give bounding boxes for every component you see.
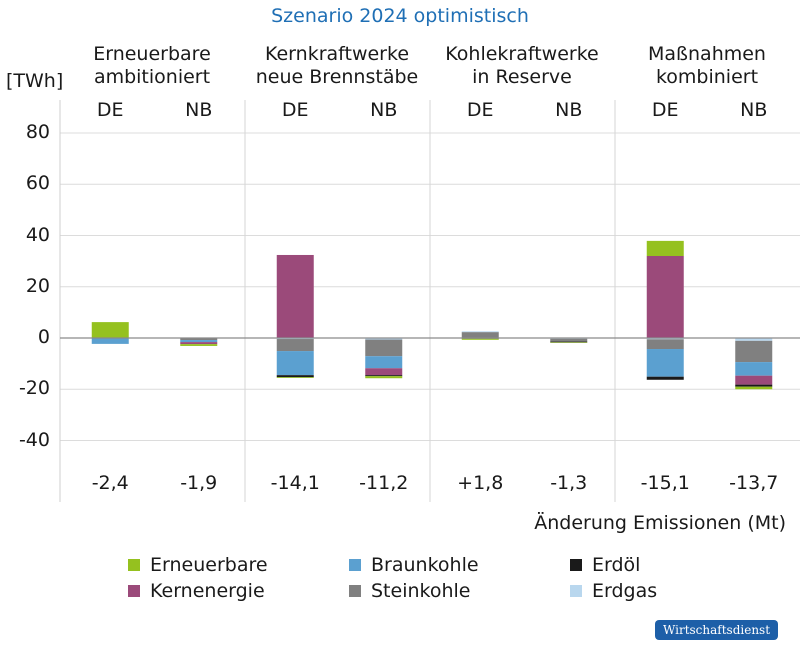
category-label: DE	[466, 99, 494, 121]
legend-item: Kernenergie	[128, 580, 265, 602]
legend-label: Erdgas	[592, 580, 658, 602]
bar-segment-braunkohle	[91, 338, 129, 344]
emission-value: -15,1	[640, 472, 690, 494]
emission-value: -11,2	[359, 472, 409, 494]
bar-segment-erneuerbare	[461, 338, 499, 340]
category-label: DE	[96, 99, 124, 121]
group-title-line: kombiniert	[655, 66, 759, 88]
y-axis-label: [TWh]	[6, 70, 64, 92]
category-label: NB	[370, 99, 398, 121]
legend-swatch	[570, 585, 582, 597]
category-label: NB	[740, 99, 768, 121]
bar-segment-kernenergie	[735, 375, 773, 385]
bar-segment-erneuerbare	[276, 377, 314, 378]
bar-segment-steinkohle	[365, 339, 403, 357]
bar-segment-braunkohle	[180, 340, 218, 343]
bar-segment-steinkohle	[646, 339, 684, 350]
legend-swatch	[128, 559, 140, 571]
group-title: Erneuerbare ambitioniert	[60, 43, 244, 89]
bar-segment-steinkohle	[461, 332, 499, 338]
y-tick-label: 40	[25, 223, 50, 246]
bar-segment-steinkohle	[550, 338, 588, 342]
bar-segment-erdöl	[646, 376, 684, 380]
emission-value: +1,8	[457, 472, 504, 494]
bar-segment-braunkohle	[276, 351, 314, 376]
y-tick-label: 20	[25, 274, 50, 297]
bar-segment-braunkohle	[365, 356, 403, 369]
legend-item: Erdgas	[570, 580, 657, 602]
bar-segment-steinkohle	[276, 339, 314, 352]
category-label: DE	[281, 99, 309, 121]
bar-segment-braunkohle	[646, 349, 684, 377]
bar-segment-steinkohle	[735, 340, 773, 363]
bar-segment-erdöl	[276, 375, 314, 378]
group-title: Kohlekraftwerke in Reserve	[430, 43, 614, 89]
legend-swatch	[349, 559, 361, 571]
bar-segment-erdöl	[365, 375, 403, 377]
y-tick-label: -40	[18, 428, 50, 451]
legend-swatch	[349, 585, 361, 597]
emission-value: -2,4	[91, 472, 129, 494]
category-label: NB	[185, 99, 213, 121]
bar-segment-braunkohle	[735, 362, 773, 376]
bar-segment-erdgas	[365, 338, 403, 340]
emissions-axis-label: Änderung Emissionen (Mt)	[534, 512, 786, 534]
group-title-line: ambitioniert	[93, 66, 211, 88]
bar-segment-erneuerbare	[91, 322, 129, 338]
bar-segment-erdgas	[735, 338, 773, 341]
bar-segment-kernenergie	[365, 368, 403, 376]
group-title-line: Erneuerbare	[93, 43, 211, 65]
group-title-line: Kernkraftwerke	[264, 43, 410, 65]
chart-title: Szenario 2024 optimistisch	[271, 5, 529, 27]
legend-item: Steinkohle	[349, 580, 470, 602]
emission-value: -13,7	[729, 472, 779, 494]
y-tick-label: 80	[25, 121, 50, 143]
bar-segment-erneuerbare	[365, 376, 403, 379]
y-tick-label: 60	[25, 172, 50, 195]
group-title-line: neue Brennstäbe	[255, 66, 419, 88]
bar-segment-kernenergie	[180, 342, 218, 345]
bar-segment-erneuerbare	[646, 240, 684, 256]
bar-segment-erneuerbare	[735, 386, 773, 390]
legend-label: Braunkohle	[371, 554, 479, 576]
y-tick-label: 0	[37, 326, 50, 348]
group-title: Maßnahmen kombiniert	[615, 43, 799, 89]
legend-label: Erdöl	[592, 554, 641, 576]
bar-segment-kernenergie	[646, 256, 684, 338]
category-label: NB	[555, 99, 583, 121]
y-tick-label: -20	[18, 377, 50, 400]
legend-label: Steinkohle	[371, 580, 471, 602]
bar-segment-erdöl	[550, 341, 588, 343]
bar-segment-erdöl	[735, 384, 773, 387]
bar-segment-erdgas	[461, 331, 499, 333]
group-title-line: in Reserve	[472, 66, 572, 88]
bar-segment-erneuerbare	[550, 342, 588, 343]
legend-item: Erneuerbare	[128, 554, 268, 576]
emission-value: -1,9	[180, 472, 218, 494]
category-label: DE	[651, 99, 679, 121]
emission-value: -1,3	[550, 472, 588, 494]
bar-segment-erneuerbare	[180, 344, 218, 346]
emission-value: -14,1	[270, 472, 320, 494]
group-title-line: Kohlekraftwerke	[445, 43, 599, 65]
legend-swatch	[128, 585, 140, 597]
legend-label: Erneuerbare	[150, 554, 268, 576]
legend-swatch	[570, 559, 582, 571]
legend-item: Braunkohle	[349, 554, 479, 576]
legend-item: Erdöl	[570, 554, 640, 576]
group-title-line: Maßnahmen	[648, 43, 766, 65]
bar-segment-kernenergie	[276, 254, 314, 338]
bar-segment-steinkohle	[180, 338, 218, 341]
wirtschaftsdienst-logo: Wirtschaftsdienst	[655, 620, 779, 640]
group-title: Kernkraftwerke neue Brennstäbe	[245, 43, 429, 89]
legend-label: Kernenergie	[150, 580, 265, 602]
